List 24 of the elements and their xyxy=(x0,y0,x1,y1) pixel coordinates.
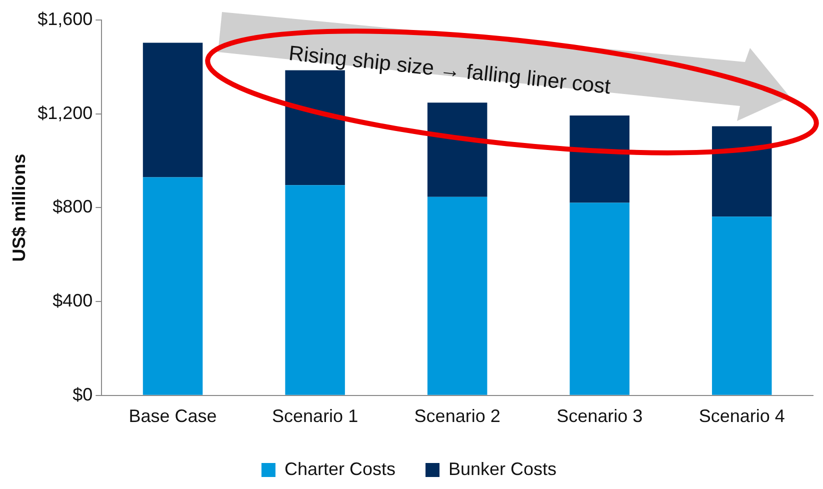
bar xyxy=(427,196,488,395)
bar xyxy=(285,70,345,186)
bar xyxy=(570,202,630,395)
bar xyxy=(570,115,630,203)
legend-label: Bunker Costs xyxy=(448,458,557,479)
x-tick-label: Scenario 2 xyxy=(414,406,500,426)
bar xyxy=(142,42,203,178)
y-tick-label: $0 xyxy=(72,384,93,404)
x-tick-label: Scenario 3 xyxy=(556,406,643,426)
bar xyxy=(285,185,345,395)
legend-label: Charter Costs xyxy=(284,458,396,479)
annotation: Rising ship size → falling liner cost xyxy=(287,42,612,100)
bar xyxy=(427,102,488,197)
y-tick-label: $1,200 xyxy=(38,102,93,123)
y-tick-label: $400 xyxy=(52,290,93,311)
bar xyxy=(142,177,203,395)
y-tick-label: $1,600 xyxy=(38,8,93,29)
bar xyxy=(712,216,772,395)
y-axis-title: US$ millions xyxy=(8,154,29,262)
x-tick-label: Scenario 4 xyxy=(698,406,785,426)
y-tick-label: $800 xyxy=(52,196,93,217)
x-tick-label: Base Case xyxy=(128,406,217,426)
x-tick-label: Scenario 1 xyxy=(272,406,358,426)
bar xyxy=(712,126,772,217)
